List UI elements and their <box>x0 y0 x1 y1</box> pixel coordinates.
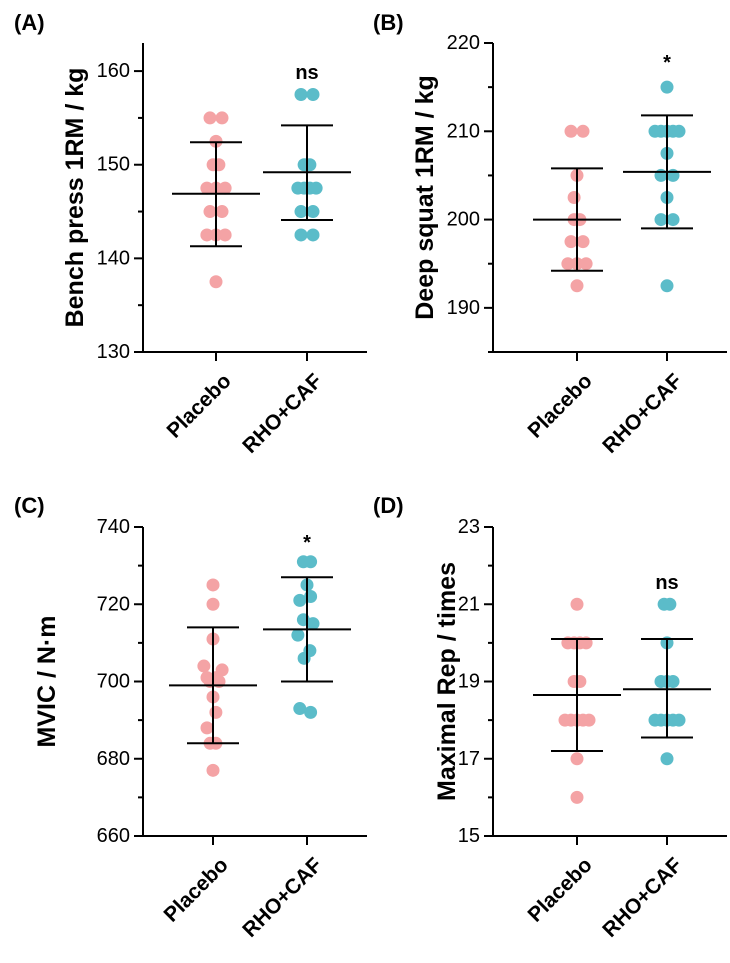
data-point <box>294 205 308 219</box>
data-point <box>564 235 578 249</box>
y-tick-label: 210 <box>447 120 480 142</box>
x-tick-label: RHO+CAF <box>598 369 687 458</box>
y-axis-title: Maximal Rep / times <box>433 562 461 801</box>
data-point <box>660 279 674 293</box>
data-point <box>206 763 220 777</box>
data-point <box>293 593 307 607</box>
data-point <box>654 168 668 182</box>
y-tick-label: 150 <box>97 154 130 176</box>
data-point <box>212 158 226 172</box>
data-point <box>215 205 229 219</box>
significance-label: ns <box>295 62 318 84</box>
data-point <box>660 752 674 766</box>
y-tick-label: 21 <box>458 593 480 615</box>
data-point <box>576 235 590 249</box>
data-point <box>206 578 220 592</box>
y-tick-label: 660 <box>97 825 130 847</box>
panel-b: (B) Deep squat 1RM / kg 190 200 210 220 Placeb… <box>373 10 727 458</box>
data-point <box>294 88 308 101</box>
data-point <box>209 705 223 719</box>
significance-label: * <box>663 52 671 74</box>
x-tick-label: RHO+CAF <box>598 853 687 942</box>
y-axis-title: MVIC / N·m <box>33 616 61 748</box>
data-point <box>576 124 590 138</box>
y-tick-label: 15 <box>458 825 480 847</box>
data-point <box>573 675 587 688</box>
data-point <box>654 213 668 227</box>
x-tick-label: Placebo <box>163 369 236 442</box>
data-point <box>304 705 318 719</box>
data-point <box>663 597 677 611</box>
data-point <box>297 651 311 665</box>
data-point <box>206 597 220 611</box>
panel-label: (B) <box>373 10 404 35</box>
data-point <box>666 168 680 182</box>
data-point <box>304 555 318 569</box>
data-point <box>570 279 584 293</box>
data-point <box>672 713 686 727</box>
y-tick-label: 19 <box>458 671 480 693</box>
significance-label: ns <box>655 572 678 594</box>
data-point <box>564 124 578 138</box>
y-tick-label: 200 <box>447 209 480 231</box>
data-point <box>582 713 596 727</box>
data-point <box>291 628 305 642</box>
y-axis-title: Deep squat 1RM / kg <box>411 75 439 320</box>
data-point <box>570 597 584 611</box>
data-point <box>306 228 320 242</box>
data-point <box>660 80 674 94</box>
panel-label: (D) <box>373 493 404 518</box>
data-point <box>309 181 323 195</box>
data-point <box>293 702 307 716</box>
data-point <box>672 124 686 138</box>
data-point <box>579 257 593 271</box>
y-axis-title: Bench press 1RM / kg <box>61 68 89 328</box>
y-tick-label: 23 <box>458 516 480 538</box>
x-tick-label: Placebo <box>160 853 233 926</box>
y-tick-label: 720 <box>97 593 130 615</box>
data-point <box>666 213 680 227</box>
panel-a: (A) Bench press 1RM / kg 130 140 150 160 Place… <box>14 10 367 458</box>
y-tick-label: 220 <box>447 32 480 54</box>
x-tick-label: Placebo <box>524 853 597 926</box>
data-point <box>209 275 223 289</box>
data-point <box>567 191 581 204</box>
panel-label: (C) <box>14 493 45 518</box>
x-tick-label: Placebo <box>524 369 597 442</box>
panel-label: (A) <box>14 10 45 35</box>
significance-label: * <box>303 532 311 554</box>
data-point <box>570 752 584 766</box>
data-point <box>203 111 217 125</box>
y-tick-label: 680 <box>97 748 130 770</box>
data-point <box>570 790 584 804</box>
data-point <box>306 88 320 101</box>
panel-c: (C) MVIC / N·m 660 680 700 720 740 Placebo RHO+C… <box>14 493 367 942</box>
data-point <box>200 228 214 242</box>
panel-d: (D) Maximal Rep / times 15 17 19 21 23 Placebo R… <box>373 493 727 942</box>
y-tick-label: 140 <box>97 247 130 269</box>
data-point <box>203 205 217 219</box>
data-point <box>306 617 320 631</box>
data-point <box>218 228 232 242</box>
data-point <box>306 205 320 219</box>
data-point <box>294 228 308 242</box>
data-point <box>561 257 575 271</box>
x-tick-label: RHO+CAF <box>238 853 327 942</box>
data-point <box>666 675 680 688</box>
data-point <box>197 659 211 673</box>
data-point <box>303 158 317 172</box>
data-point <box>218 181 232 195</box>
data-point <box>200 181 214 195</box>
data-point <box>200 721 214 735</box>
y-tick-label: 17 <box>458 748 480 770</box>
y-tick-label: 740 <box>97 516 130 538</box>
x-tick-label: RHO+CAF <box>238 369 327 458</box>
y-tick-label: 160 <box>97 60 130 82</box>
data-point <box>215 111 229 125</box>
y-tick-label: 700 <box>97 671 130 693</box>
y-tick-label: 190 <box>447 297 480 319</box>
y-tick-label: 130 <box>97 341 130 363</box>
